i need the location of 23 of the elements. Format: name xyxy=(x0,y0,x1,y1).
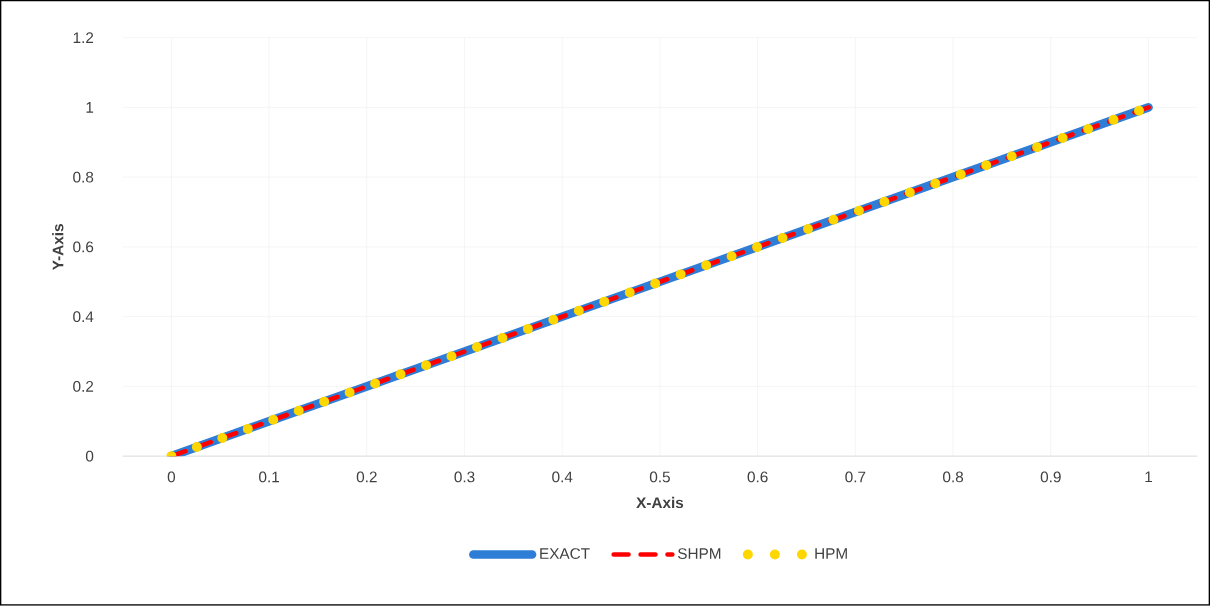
x-tick-label: 0.6 xyxy=(747,471,768,483)
y-tick-label: 1.2 xyxy=(73,32,94,44)
legend-label: HPM xyxy=(815,548,847,559)
legend-label: EXACT xyxy=(540,548,590,560)
x-tick-label: 0.8 xyxy=(943,471,964,483)
legend-label: SHPM xyxy=(677,548,721,560)
y-tick-label: 0.6 xyxy=(73,241,94,253)
x-tick-label: 0.9 xyxy=(1040,471,1061,483)
y-tick-label: 0.2 xyxy=(73,381,94,392)
y-axis-title: Y-Axis xyxy=(52,224,64,271)
x-tick-label: 0.7 xyxy=(845,471,866,483)
y-tick-label: 0 xyxy=(85,450,94,462)
y-tick-label: 0.8 xyxy=(73,171,94,183)
x-tick-label: 0.3 xyxy=(454,471,475,483)
x-tick-label: 0 xyxy=(167,471,176,483)
x-axis-title: X-Axis xyxy=(636,497,684,509)
x-tick-label: 0.4 xyxy=(552,471,573,483)
x-tick-label: 0.5 xyxy=(649,471,670,483)
x-tick-label: 0.1 xyxy=(259,471,279,483)
y-tick-label: 1 xyxy=(86,102,94,113)
x-tick-label: 0.2 xyxy=(356,471,377,483)
y-tick-label: 0.4 xyxy=(73,311,94,323)
x-tick-label: 1 xyxy=(1145,471,1153,483)
